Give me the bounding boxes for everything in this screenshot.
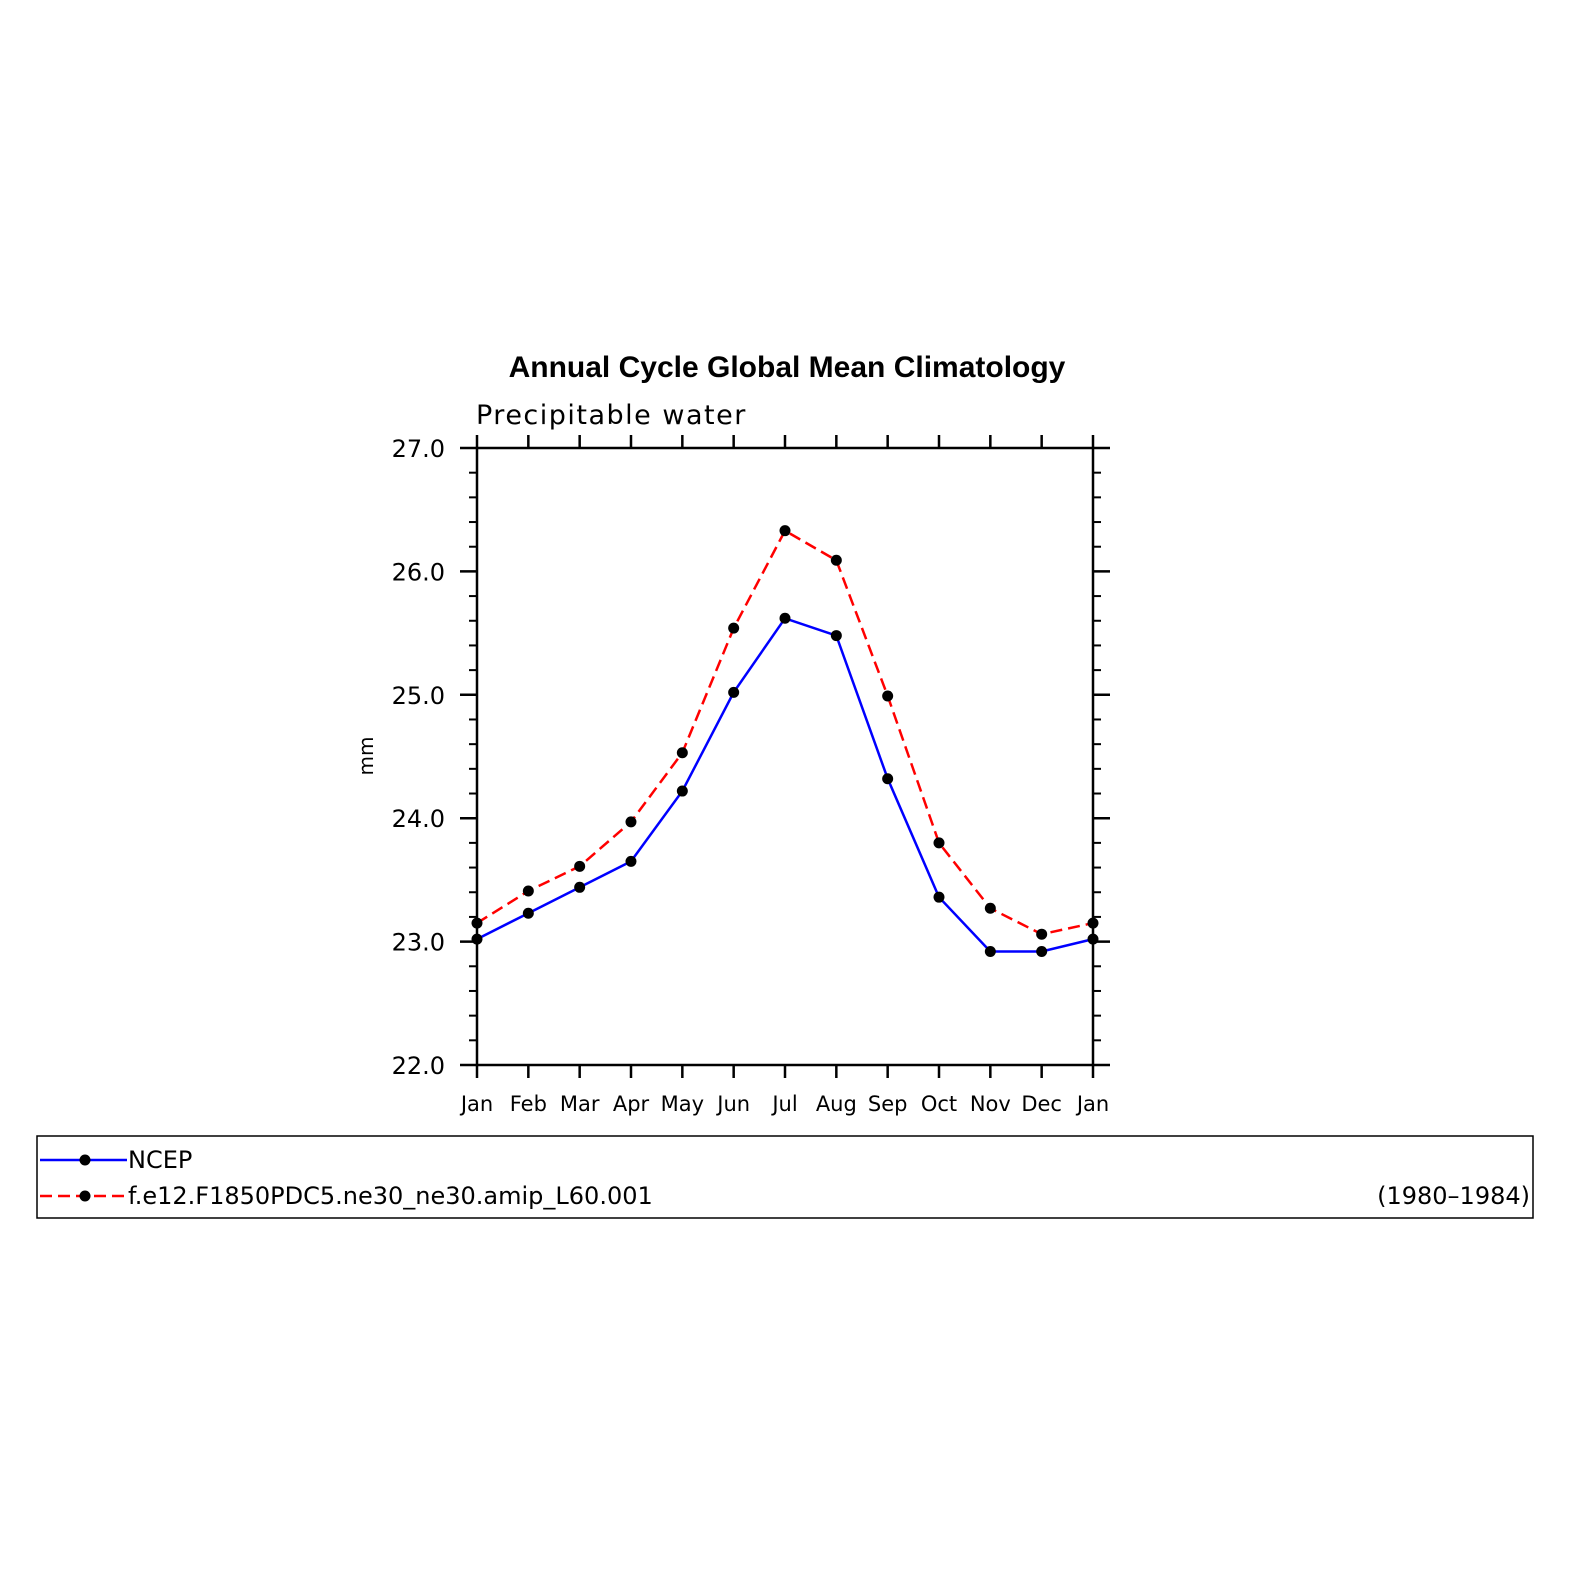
data-point bbox=[625, 816, 637, 828]
data-point bbox=[574, 860, 586, 872]
data-point bbox=[574, 881, 586, 893]
x-tick-label: Nov bbox=[970, 1092, 1011, 1116]
chart-title: Annual Cycle Global Mean Climatology bbox=[509, 351, 1066, 384]
data-point bbox=[522, 907, 534, 919]
x-tick-label: Jan bbox=[1075, 1092, 1109, 1116]
x-tick-label: Feb bbox=[510, 1092, 547, 1116]
x-tick-label: Mar bbox=[560, 1092, 600, 1116]
y-tick-label: 24.0 bbox=[392, 805, 445, 833]
legend: NCEP f.e12.F1850PDC5.ne30_ne30.amip_L60.… bbox=[36, 1135, 1534, 1219]
data-point bbox=[830, 630, 842, 642]
data-point bbox=[779, 525, 791, 537]
data-point bbox=[779, 612, 791, 624]
data-point bbox=[1087, 933, 1099, 945]
data-point bbox=[933, 891, 945, 903]
y-tick-label: 25.0 bbox=[392, 682, 445, 710]
data-point bbox=[1087, 917, 1099, 929]
y-axis-label: mm bbox=[354, 737, 378, 776]
data-point bbox=[882, 690, 894, 702]
data-point bbox=[933, 837, 945, 849]
chart-subtitle: Precipitable water bbox=[476, 400, 747, 431]
y-tick-label: 22.0 bbox=[392, 1052, 445, 1080]
series-line-1 bbox=[476, 528, 1094, 936]
legend-marker-ncep bbox=[79, 1154, 91, 1166]
y-tick-label: 23.0 bbox=[392, 929, 445, 957]
data-point bbox=[676, 785, 688, 797]
y-tick-label: 27.0 bbox=[392, 435, 445, 463]
x-tick-label: Sep bbox=[868, 1092, 908, 1116]
x-tick-label: Jan bbox=[459, 1092, 493, 1116]
x-tick-label: Jul bbox=[770, 1092, 797, 1116]
x-tick-label: May bbox=[661, 1092, 704, 1116]
data-point bbox=[471, 917, 483, 929]
legend-box bbox=[36, 1135, 1534, 1219]
data-point bbox=[984, 945, 996, 957]
legend-label-model: f.e12.F1850PDC5.ne30_ne30.amip_L60.001 bbox=[128, 1182, 653, 1210]
data-point bbox=[984, 902, 996, 914]
data-point bbox=[676, 747, 688, 759]
x-tick-label: Oct bbox=[921, 1092, 957, 1116]
legend-label-ncep: NCEP bbox=[128, 1146, 192, 1174]
legend-marker-model bbox=[79, 1190, 91, 1202]
data-point bbox=[1036, 928, 1048, 940]
series-layer bbox=[471, 525, 1099, 957]
data-point bbox=[728, 622, 740, 634]
x-tick-label: Aug bbox=[816, 1092, 857, 1116]
data-point bbox=[625, 855, 637, 867]
y-tick-label: 26.0 bbox=[392, 558, 445, 586]
x-tick-label: Jun bbox=[715, 1092, 750, 1116]
data-point bbox=[728, 686, 740, 698]
data-point bbox=[471, 933, 483, 945]
plot-frame bbox=[475, 446, 1095, 1067]
series-line-0 bbox=[476, 616, 1094, 953]
x-tick-label: Apr bbox=[613, 1092, 650, 1116]
x-tick-label: Dec bbox=[1021, 1092, 1062, 1116]
axes: Jan Feb Mar Apr May Jun Jul Aug Sep Oct Nov Dec Jan 2… bbox=[392, 435, 1110, 1116]
data-point bbox=[1036, 945, 1048, 957]
legend-period: (1980–1984) bbox=[1377, 1182, 1530, 1210]
data-point bbox=[882, 773, 894, 785]
data-point bbox=[830, 554, 842, 566]
data-point bbox=[522, 885, 534, 897]
